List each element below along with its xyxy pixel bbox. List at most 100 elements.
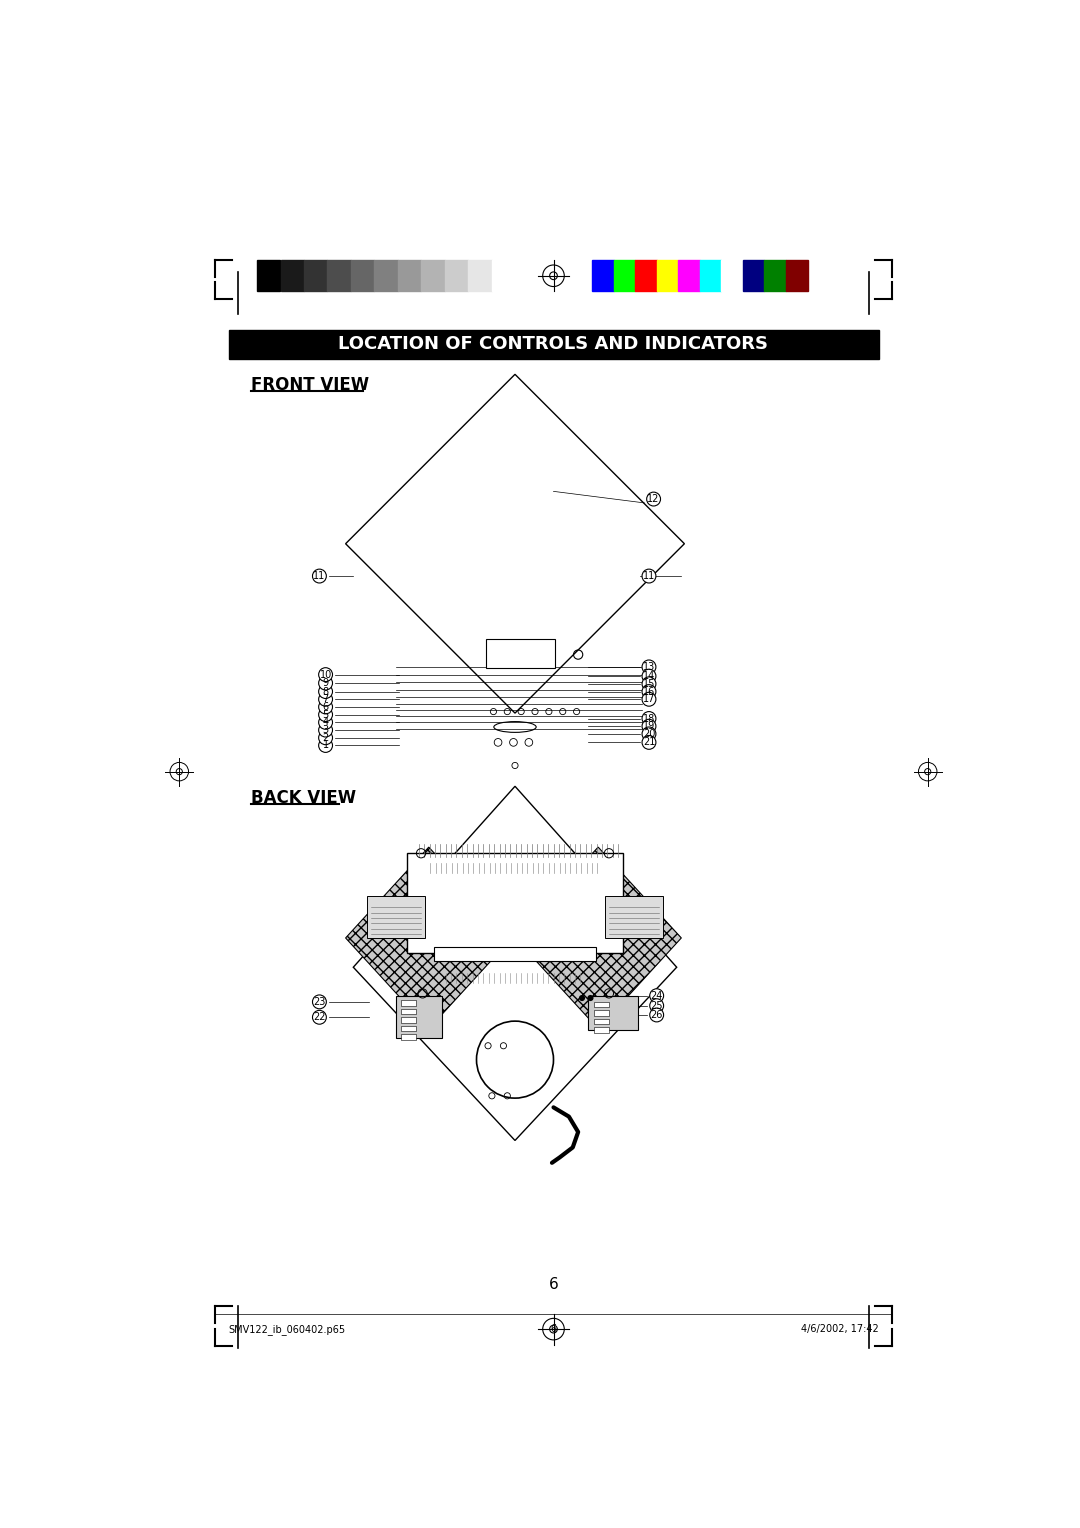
Text: 26: 26 bbox=[650, 1010, 663, 1021]
Circle shape bbox=[312, 995, 326, 1008]
Circle shape bbox=[642, 685, 656, 698]
Text: SMV122_ib_060402.p65: SMV122_ib_060402.p65 bbox=[229, 1323, 346, 1334]
Circle shape bbox=[319, 715, 333, 729]
Text: 4/6/2002, 17:42: 4/6/2002, 17:42 bbox=[800, 1325, 878, 1334]
Bar bbox=[421, 260, 445, 292]
Polygon shape bbox=[515, 847, 681, 1028]
Text: 3: 3 bbox=[323, 726, 328, 735]
Text: 24: 24 bbox=[650, 990, 663, 1001]
Circle shape bbox=[319, 692, 333, 706]
Text: FRONT VIEW: FRONT VIEW bbox=[251, 376, 369, 394]
Bar bbox=[589, 996, 638, 1030]
Circle shape bbox=[650, 1008, 663, 1022]
Circle shape bbox=[312, 1010, 326, 1024]
Bar bbox=[605, 895, 663, 938]
Bar bbox=[700, 260, 721, 292]
Bar bbox=[395, 996, 442, 1038]
Text: 13: 13 bbox=[643, 662, 656, 672]
Bar bbox=[407, 853, 623, 953]
Circle shape bbox=[642, 692, 656, 706]
Text: 15: 15 bbox=[643, 678, 656, 689]
Circle shape bbox=[642, 735, 656, 749]
Circle shape bbox=[642, 677, 656, 691]
Circle shape bbox=[319, 738, 333, 752]
Circle shape bbox=[319, 707, 333, 721]
Bar bbox=[635, 260, 657, 292]
Bar bbox=[721, 260, 743, 292]
Bar bbox=[257, 260, 281, 292]
Bar bbox=[486, 639, 555, 668]
Circle shape bbox=[642, 712, 656, 726]
Text: 12: 12 bbox=[647, 494, 660, 504]
Text: 16: 16 bbox=[643, 686, 656, 697]
Text: LOCATION OF CONTROLS AND INDICATORS: LOCATION OF CONTROLS AND INDICATORS bbox=[338, 335, 769, 353]
Text: 10: 10 bbox=[320, 669, 332, 680]
Circle shape bbox=[642, 568, 656, 584]
Bar bbox=[786, 260, 808, 292]
Text: 1: 1 bbox=[323, 741, 328, 750]
Bar bbox=[613, 260, 635, 292]
Circle shape bbox=[319, 668, 333, 681]
Circle shape bbox=[642, 727, 656, 741]
Bar bbox=[397, 260, 421, 292]
Circle shape bbox=[579, 995, 585, 1001]
Text: 8: 8 bbox=[323, 686, 328, 697]
Bar bbox=[594, 1002, 609, 1007]
Bar bbox=[468, 260, 491, 292]
Text: 18: 18 bbox=[643, 714, 656, 724]
Text: 20: 20 bbox=[643, 729, 656, 740]
Bar bbox=[743, 260, 765, 292]
Text: 5: 5 bbox=[323, 709, 328, 720]
Text: BACK VIEW: BACK VIEW bbox=[251, 788, 356, 807]
Text: 21: 21 bbox=[643, 738, 656, 747]
Circle shape bbox=[650, 989, 663, 1002]
Bar bbox=[491, 260, 515, 292]
Bar bbox=[281, 260, 303, 292]
Bar bbox=[592, 260, 613, 292]
Bar bbox=[367, 895, 424, 938]
Circle shape bbox=[588, 995, 594, 1001]
Bar bbox=[765, 260, 786, 292]
Bar bbox=[401, 1034, 417, 1039]
Text: 2: 2 bbox=[323, 733, 328, 743]
Bar bbox=[401, 1008, 417, 1015]
Text: 11: 11 bbox=[313, 571, 325, 581]
Bar bbox=[401, 1025, 417, 1031]
Bar bbox=[594, 1019, 609, 1024]
Bar bbox=[401, 1001, 417, 1005]
Bar bbox=[594, 1010, 609, 1016]
Circle shape bbox=[647, 492, 661, 506]
Text: 4: 4 bbox=[323, 717, 328, 727]
Bar bbox=[434, 947, 596, 961]
Bar bbox=[375, 260, 397, 292]
Text: 25: 25 bbox=[650, 1001, 663, 1010]
Circle shape bbox=[312, 568, 326, 584]
Circle shape bbox=[642, 660, 656, 674]
Circle shape bbox=[642, 720, 656, 733]
Polygon shape bbox=[346, 847, 512, 1028]
Text: 22: 22 bbox=[313, 1012, 326, 1022]
Circle shape bbox=[319, 730, 333, 744]
Text: 6: 6 bbox=[551, 1325, 556, 1334]
Text: 17: 17 bbox=[643, 694, 656, 704]
Circle shape bbox=[642, 669, 656, 683]
Text: 6: 6 bbox=[323, 701, 328, 712]
Bar bbox=[445, 260, 468, 292]
Bar bbox=[327, 260, 351, 292]
Circle shape bbox=[319, 677, 333, 691]
Circle shape bbox=[319, 685, 333, 698]
Bar bbox=[229, 330, 879, 359]
Bar bbox=[303, 260, 327, 292]
Text: 6: 6 bbox=[549, 1277, 558, 1293]
Text: 19: 19 bbox=[643, 721, 656, 732]
Bar bbox=[401, 1018, 417, 1022]
Text: 11: 11 bbox=[643, 571, 656, 581]
Bar bbox=[351, 260, 375, 292]
Bar bbox=[678, 260, 700, 292]
Bar bbox=[594, 1027, 609, 1033]
Text: 23: 23 bbox=[313, 996, 325, 1007]
Circle shape bbox=[650, 999, 663, 1013]
Circle shape bbox=[319, 700, 333, 714]
Text: 14: 14 bbox=[643, 671, 656, 681]
Text: 7: 7 bbox=[323, 694, 328, 704]
